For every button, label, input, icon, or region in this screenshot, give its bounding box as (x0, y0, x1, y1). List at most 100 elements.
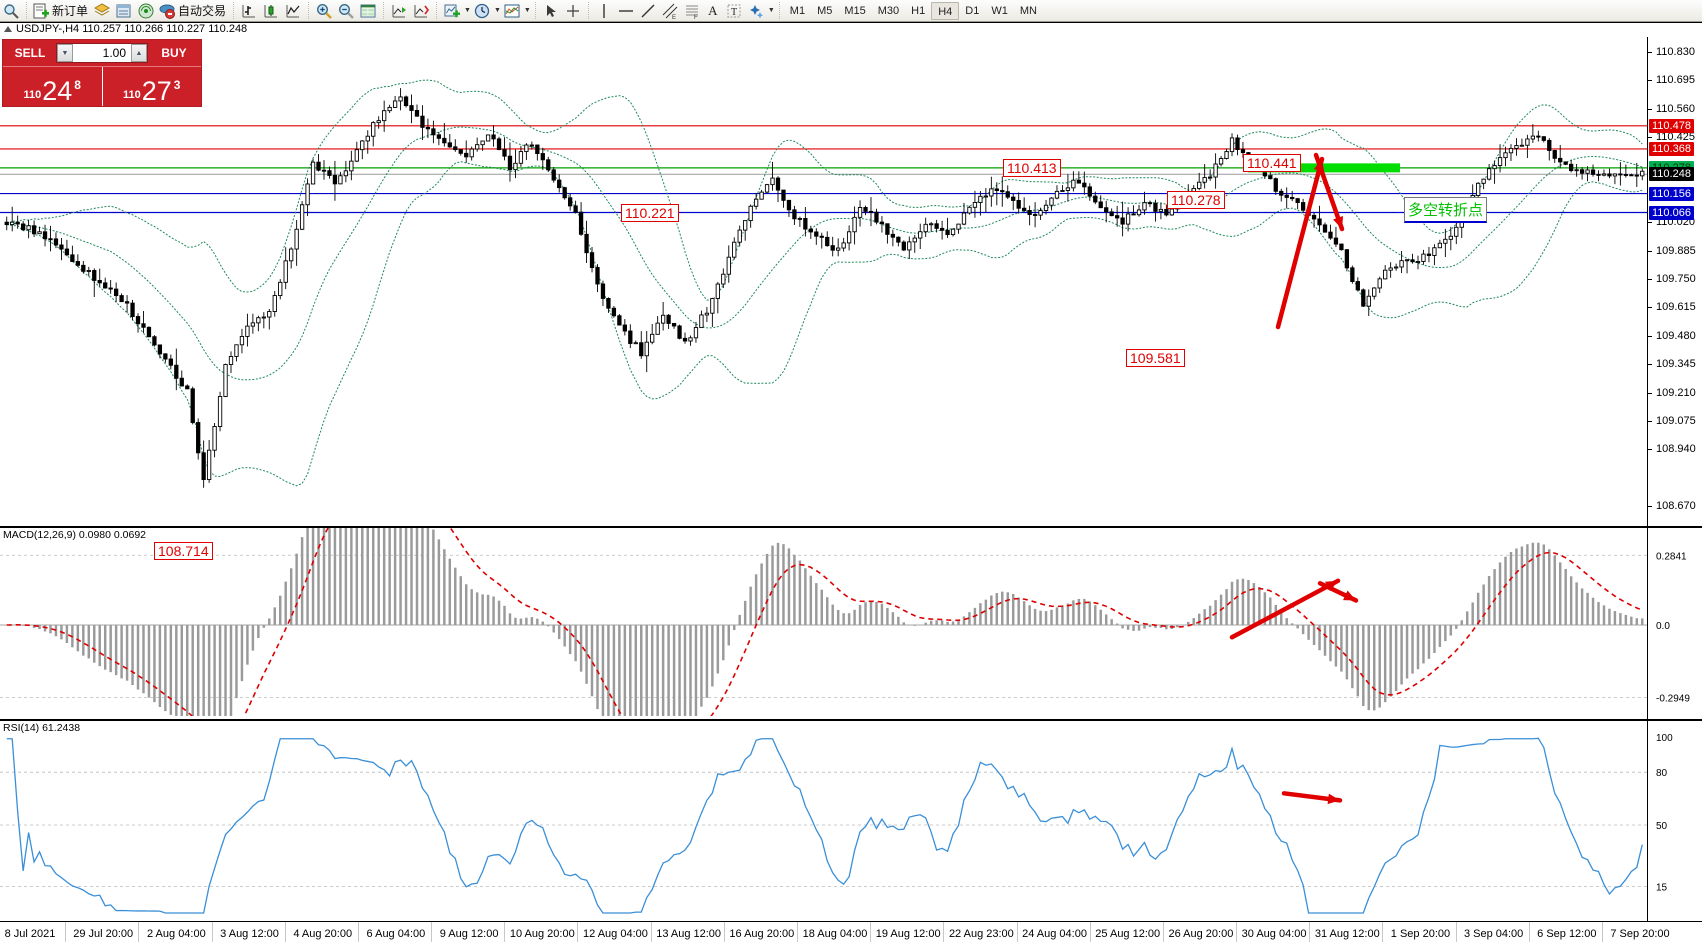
bar-chart-icon[interactable] (238, 1, 260, 21)
timeframe-h4[interactable]: H4 (931, 1, 960, 20)
chevron-down-icon[interactable]: ▼ (493, 7, 501, 14)
sell-price-pipette: 8 (74, 78, 81, 92)
price-annotation[interactable]: 108.714 (154, 542, 213, 560)
time-separator (284, 922, 286, 942)
volume-value[interactable]: 1.00 (102, 46, 126, 60)
symbol-ohlc-bar: USDJPY-,H4 110.257 110.266 110.227 110.2… (0, 23, 1702, 37)
time-tick: 3 Aug 12:00 (220, 928, 279, 940)
timeframe-h1[interactable]: H1 (911, 4, 926, 17)
cursor-icon[interactable] (540, 1, 562, 21)
time-tick: 4 Aug 20:00 (293, 928, 353, 940)
horizontal-line-icon[interactable] (615, 1, 637, 21)
time-tick: 6 Aug 04:00 (366, 928, 426, 940)
price-axis-line (1647, 37, 1648, 921)
auto-trading-label: 自动交易 (178, 4, 227, 18)
buy-button[interactable]: BUY (161, 46, 187, 60)
data-window-icon[interactable] (113, 1, 135, 21)
rsi-pane[interactable]: RSI(14) 61.2438 100 80 50 15 (0, 719, 1702, 921)
time-separator (1016, 922, 1018, 942)
sell-button[interactable]: SELL (14, 46, 46, 60)
timeframe-m15[interactable]: M15 (844, 4, 866, 17)
time-tick: 7 Sep 20:00 (1610, 928, 1670, 940)
trendline-icon[interactable] (637, 1, 659, 21)
svg-text:100: 100 (1656, 733, 1673, 744)
price-chart-svg (0, 79, 1647, 488)
signals-icon[interactable] (135, 1, 157, 21)
tile-windows-icon[interactable] (357, 1, 379, 21)
time-separator (65, 922, 67, 942)
zoom-search-icon[interactable] (0, 1, 22, 21)
time-separator (1089, 922, 1091, 942)
buy-price[interactable]: 110 27 3 (103, 67, 202, 106)
svg-text:0.0: 0.0 (1656, 621, 1670, 632)
zoom-out-icon[interactable] (335, 1, 357, 21)
time-tick: 10 Aug 20:00 (509, 928, 575, 940)
time-tick: 2 Aug 04:00 (146, 928, 206, 940)
timeframe-m5[interactable]: M5 (817, 4, 833, 17)
auto-scroll-icon[interactable] (410, 1, 432, 21)
svg-text:50: 50 (1656, 821, 1668, 832)
vertical-line-icon[interactable] (593, 1, 615, 21)
chevron-down-icon[interactable]: ▼ (767, 7, 775, 14)
time-separator (943, 922, 945, 942)
text-label-icon[interactable]: T (723, 1, 745, 21)
timeframe-m30[interactable]: M30 (877, 4, 900, 17)
toolbar-separator (383, 2, 385, 19)
line-chart-icon[interactable] (282, 1, 304, 21)
volume-decrease-button[interactable]: ▼ (57, 44, 73, 62)
templates-icon[interactable] (501, 1, 523, 21)
crosshair-icon[interactable] (562, 1, 584, 21)
fibonacci-icon[interactable]: F (681, 1, 703, 21)
time-axis[interactable]: 8 Jul 2021 29 Jul 20:00 2 Aug 04:00 3 Aug 1… (0, 921, 1702, 942)
expert-advisor-icon[interactable] (91, 1, 113, 21)
timeframe-m1[interactable]: M1 (789, 4, 806, 17)
chinese-text-annotation[interactable]: 多空转折点 (1404, 197, 1488, 223)
price-annotation[interactable]: 109.581 (1126, 349, 1185, 367)
price-annotation[interactable]: 110.221 (621, 204, 679, 222)
shapes-icon[interactable] (745, 1, 767, 21)
time-tick: 22 Aug 23:00 (948, 928, 1014, 940)
price-annotation[interactable]: 110.278 (1167, 191, 1225, 209)
time-tick: 18 Aug 04:00 (802, 928, 868, 940)
price-pane[interactable] (0, 37, 1702, 521)
toolbar-separator (436, 2, 438, 19)
time-separator (723, 922, 725, 942)
svg-text:15: 15 (1656, 883, 1668, 894)
text-icon[interactable]: A (708, 2, 718, 18)
period-icon[interactable] (471, 1, 493, 21)
time-tick: 31 Aug 12:00 (1314, 928, 1380, 940)
volume-stepper[interactable]: ▼ 1.00 ▲ (56, 43, 148, 63)
macd-pane[interactable]: MACD(12,26,9) 0.0980 0.0692 0.2841 0.0 -0.… (0, 526, 1702, 716)
chevron-down-icon[interactable]: ▼ (464, 7, 471, 14)
price-annotation[interactable]: 110.441 (1243, 154, 1301, 172)
macd-chart-svg: 0.2841 0.0 -0.2949 (0, 528, 1690, 716)
sell-price[interactable]: 110 24 8 (3, 67, 103, 106)
time-separator (1236, 922, 1238, 942)
time-tick: 8 Jul 2021 (4, 928, 56, 940)
indicators-icon[interactable] (441, 1, 463, 21)
volume-increase-button[interactable]: ▲ (131, 44, 147, 62)
new-order-button[interactable]: 新订单 (31, 1, 91, 21)
chart-area[interactable]: USDJPY-,H4 110.257 110.266 110.227 110.2… (0, 22, 1702, 942)
auto-trading-button[interactable]: 自动交易 (157, 1, 229, 21)
equidistant-channel-icon[interactable]: E (659, 1, 681, 21)
trade-panel[interactable]: SELL ▼ 1.00 ▲ BUY 110 24 8 110 27 3 (2, 39, 202, 107)
zoom-in-icon[interactable] (313, 1, 335, 21)
timeframe-mn[interactable]: MN (1019, 4, 1037, 17)
macd-header: MACD(12,26,9) 0.0980 0.0692 (3, 529, 147, 541)
chart-shift-icon[interactable] (388, 1, 410, 21)
svg-text:80: 80 (1656, 768, 1668, 779)
sell-price-main: 24 (42, 76, 73, 106)
timeframe-w1[interactable]: W1 (991, 4, 1008, 17)
candle-chart-icon[interactable] (260, 1, 282, 21)
time-separator (1602, 922, 1603, 942)
svg-text:T: T (731, 7, 737, 18)
chart-marker-icon (4, 26, 12, 33)
buy-price-prefix: 110 (123, 89, 141, 101)
price-annotation[interactable]: 110.413 (1003, 159, 1061, 177)
chevron-down-icon[interactable]: ▼ (523, 7, 531, 14)
timeframe-d1[interactable]: D1 (965, 4, 980, 17)
time-tick: 19 Aug 12:00 (875, 928, 941, 940)
time-separator (577, 922, 579, 942)
time-separator (1309, 922, 1311, 942)
